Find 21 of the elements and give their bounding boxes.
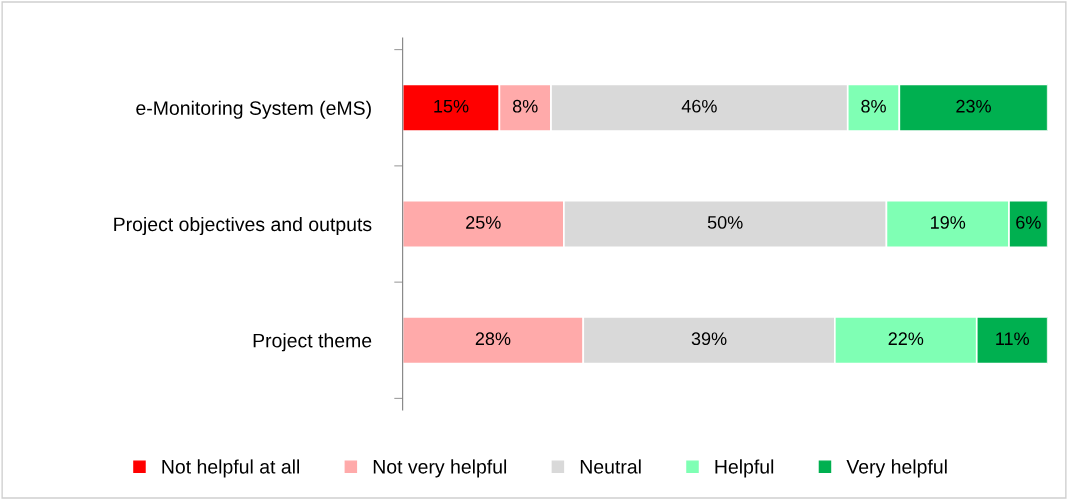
data-label: 23% (956, 99, 991, 113)
data-label: 46% (681, 99, 717, 113)
data-label: 50% (707, 216, 743, 229)
legend-label: Not helpful at all (162, 459, 299, 478)
y-tick-label: e-Monitoring System (eMS) (136, 100, 371, 119)
data-label: 19% (931, 216, 966, 229)
legend-label: Very helpful (846, 459, 947, 478)
data-label: 25% (466, 216, 501, 229)
data-label: 8% (512, 99, 538, 113)
data-label: 11% (996, 332, 1029, 346)
legend-label: Not very helpful (373, 459, 507, 478)
y-tick-label: Project theme (253, 333, 372, 352)
data-label: 8% (861, 99, 886, 113)
legend-label: Neutral (580, 459, 641, 474)
data-label: 6% (1016, 216, 1041, 229)
data-label: 28% (475, 332, 511, 346)
data-label: 22% (888, 332, 924, 346)
data-label: 39% (691, 332, 727, 346)
data-label: 15% (434, 99, 469, 113)
y-tick-label: Project objectives and outputs (114, 216, 372, 236)
legend-label: Helpful (715, 459, 774, 478)
